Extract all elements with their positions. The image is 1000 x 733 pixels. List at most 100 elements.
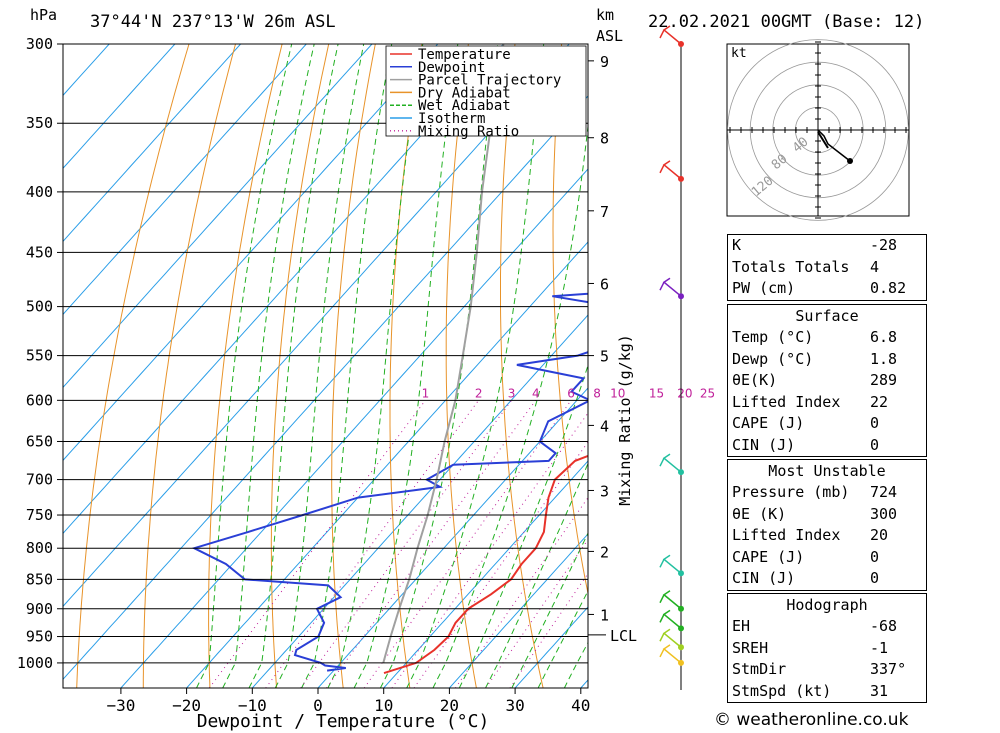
km-tick-label: 1 [600,606,609,624]
row-label: θE (K) [732,504,787,523]
wind-barb-flag [659,457,665,467]
isotherm-line [317,387,588,688]
wind-barb [662,453,682,473]
table-title: Surface [795,307,859,325]
km-tick-label: 6 [600,275,609,293]
row-value: 31 [870,681,889,700]
table-row: CIN (J) 0 [728,568,926,590]
row-label: Lifted Index [732,526,841,544]
km-tick-label: 7 [600,203,609,221]
temperature-tick-label: −20 [172,696,201,715]
wet-adiabat-line [537,589,588,688]
row-label: Temp (°C) [732,328,814,346]
table-title: Hodograph [786,596,868,614]
footer-credit: © weatheronline.co.uk [714,710,909,730]
wind-barb-flag [659,632,665,642]
temperature-tick-label: 0 [313,696,323,715]
row-value: 289 [870,371,898,389]
row-value: 20 [870,526,889,544]
km-tick-label: 8 [600,130,609,148]
isotherm-line [63,44,110,97]
row-label: EH [732,617,751,635]
hodograph-table: Hodograph EH -68 SREH -1 StmDir 337° StmSpd (kt… [727,593,927,703]
table-row: StmDir 337° [728,659,926,681]
isotherm-line [251,314,588,688]
mixing-ratio-label: 20 [677,386,692,400]
temperature-tick-label: −10 [238,696,267,715]
wind-profile [659,25,684,690]
table-row: Pressure (mb) 724 [728,482,926,504]
row-value: 0.82 [870,279,907,297]
row-label: θE(K) [732,371,778,389]
wind-barb [662,590,682,610]
mixing-ratio-label: 8 [593,386,601,400]
lcl-label: LCL [610,627,637,645]
background-lines [0,44,588,688]
row-label: CAPE (J) [732,414,805,432]
row-value: 6.8 [870,328,898,346]
row-value: 300 [870,504,898,523]
legend-box [385,45,587,137]
table-row: CAPE (J) 0 [728,413,926,435]
dry-adiabat-line [331,44,376,688]
row-value: 0 [870,414,880,432]
table-row: CIN (J) 0 [728,435,926,457]
wind-barb [662,554,682,574]
row-label: Lifted Index [732,392,841,411]
temperature-tick-label: −30 [106,696,135,715]
wet-adiabat-line [301,44,393,688]
table-row: EH -68 [728,616,926,638]
mixing-ratio-label: 3 [508,386,516,400]
wet-adiabat-line [353,44,459,688]
legend-entry: Temperature [418,47,511,63]
legend-entry: Mixing Ratio [418,124,519,140]
row-value: 0 [870,435,880,454]
temperature-tick-label: 40 [571,696,590,715]
table-row: Temp (°C) 6.8 [728,327,926,349]
isotherm-line [63,44,307,316]
row-label: Dewp (°C) [732,349,814,368]
row-value: -28 [870,236,898,254]
table-row: Lifted Index 22 [728,392,926,414]
km-label: km [596,6,615,24]
pressure-tick-label: 700 [26,471,53,489]
wet-adiabat-line [196,44,293,688]
pressure-tick-label: 1000 [17,654,53,672]
pressure-tick-label: 950 [26,628,53,646]
isotherm-line [63,44,570,608]
wet-adiabat-line [511,531,588,688]
isotherm-line [63,44,241,243]
row-label: PW (cm) [732,279,796,297]
row-value: 337° [870,660,907,678]
wet-adiabat-line [458,363,588,688]
mixing-ratio-label: 6 [567,386,575,400]
pressure-tick-label: 300 [26,35,53,53]
pressure-tick-label: 850 [26,570,53,588]
row-value: 22 [870,392,889,411]
row-label: Pressure (mb) [732,483,850,501]
isotherm-line [0,44,44,688]
isotherm-line [120,168,588,688]
row-value: 1.8 [870,349,898,368]
dry-adiabat-line [142,44,236,688]
table-row: CAPE (J) 0 [728,547,926,569]
row-value: -1 [870,638,889,657]
wind-barb-flag [659,558,665,568]
dry-adiabat-line [208,44,283,688]
table-row: θE (K) 300 [728,504,926,526]
table-row: K -28 [728,235,926,257]
dry-adiabat-line [445,44,477,688]
isotherm-line [63,44,439,462]
wet-adiabat-line [274,44,365,688]
mixing-ratio-label: 15 [649,386,664,400]
mixing-ratio-label: 1 [422,386,430,400]
row-label: Totals Totals [732,257,850,276]
km-tick-label: 3 [600,482,609,500]
temperature-tick-label: 20 [440,696,459,715]
mixing-ratio-line [485,538,588,688]
x-axis-label: Dewpoint / Temperature (°C) [197,711,490,732]
hodograph-end-dot [847,158,853,164]
wet-adiabat-line [485,462,588,688]
row-label: CIN (J) [732,435,796,454]
